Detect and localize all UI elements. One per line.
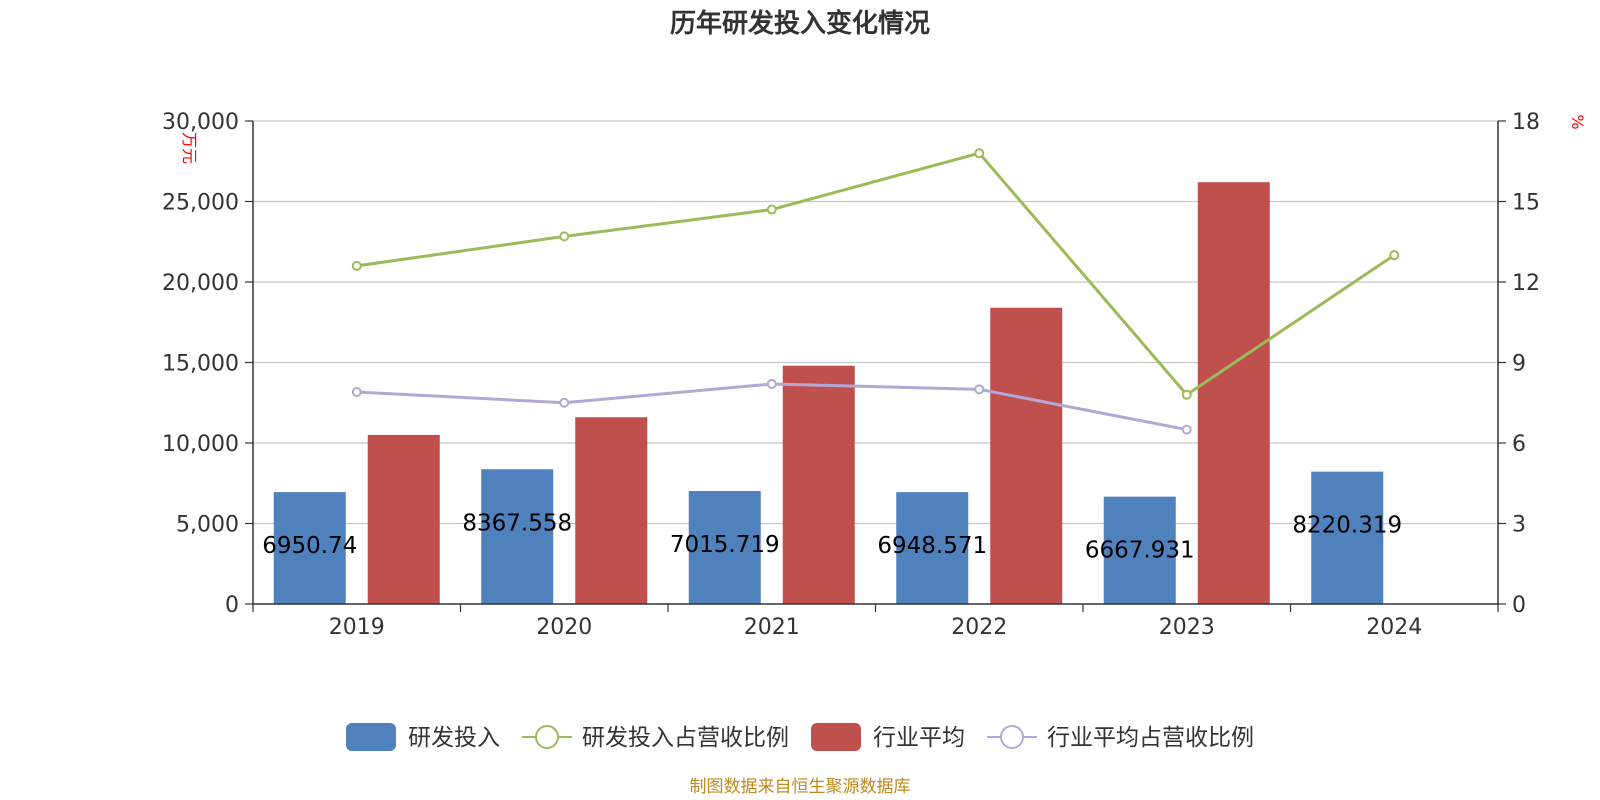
bar-2019 <box>367 434 440 604</box>
line-point <box>1181 389 1192 400</box>
y-right-tick-label: 18 <box>1512 110 1540 135</box>
bar-value-label: 8367.558 <box>462 510 572 536</box>
bar-2022 <box>990 307 1063 604</box>
legend-marker <box>535 725 559 749</box>
left-axis-unit: 万元 <box>180 132 199 164</box>
line-point <box>766 204 777 215</box>
gridlines <box>253 120 1498 525</box>
x-tick-label: 2021 <box>744 615 800 640</box>
lines <box>351 148 1400 435</box>
bar-value-label: 6667.931 <box>1085 538 1195 564</box>
legend-label[interactable]: 研发投入 <box>408 725 500 751</box>
bars <box>273 182 1384 604</box>
line-point <box>351 260 362 271</box>
x-tick-label: 2020 <box>536 615 592 640</box>
y-right-tick-label: 12 <box>1512 271 1540 296</box>
chart-title: 历年研发投入变化情况 <box>670 8 930 39</box>
legend-marker <box>1000 725 1024 749</box>
legend-swatch <box>346 723 396 751</box>
source-footer: 制图数据来自恒生聚源数据库 <box>690 777 911 797</box>
line-point <box>974 148 985 159</box>
data-labels: 6950.74 8367.558 7015.719 6948.571 6667.931 8… <box>262 510 1402 563</box>
x-tick-label: 2022 <box>951 615 1007 640</box>
x-tick-label: 2024 <box>1366 615 1422 640</box>
y-right-tick-label: 15 <box>1512 191 1540 216</box>
bar-2022 <box>896 492 969 604</box>
line-series <box>356 151 1396 397</box>
legend-label[interactable]: 行业平均占营收比例 <box>1047 725 1254 751</box>
y-left-tick-label: 0 <box>225 593 239 618</box>
line-point <box>559 231 570 242</box>
bar-2021 <box>688 491 761 604</box>
bar-2019 <box>273 492 346 604</box>
y-left-tick-label: 5,000 <box>176 513 239 538</box>
bar-2023 <box>1103 496 1176 604</box>
legend-swatch <box>811 723 861 751</box>
bar-2020 <box>481 469 554 604</box>
line-point <box>351 387 362 398</box>
bar-2020 <box>575 417 648 604</box>
y-right-tick-label: 6 <box>1512 432 1526 457</box>
line-point <box>974 384 985 395</box>
line-point <box>1181 424 1192 435</box>
y-left-tick-label: 15,000 <box>162 352 239 377</box>
y-left-tick-label: 10,000 <box>162 432 239 457</box>
bar-2023 <box>1197 182 1270 604</box>
right-axis-unit: % <box>1568 114 1587 129</box>
y-right-tick-label: 0 <box>1512 593 1526 618</box>
x-tick-label: 2019 <box>329 615 385 640</box>
y-left-tick-label: 25,000 <box>162 191 239 216</box>
bar-value-label: 8220.319 <box>1292 513 1402 539</box>
line-point <box>1389 250 1400 261</box>
y-right-tick-label: 3 <box>1512 513 1526 538</box>
line-point <box>766 378 777 389</box>
line-point <box>559 397 570 408</box>
bar-2021 <box>782 365 855 604</box>
bar-value-label: 7015.719 <box>670 532 780 558</box>
bar-value-label: 6948.571 <box>877 533 987 559</box>
x-tick-label: 2023 <box>1159 615 1215 640</box>
axes: 0 0 5,000 3 10,000 6 15,000 9 20,000 12 25,000 15 30… <box>162 110 1540 640</box>
y-left-tick-label: 30,000 <box>162 110 239 135</box>
y-left-tick-label: 20,000 <box>162 271 239 296</box>
legend: 研发投入 研发投入占营收比例 行业平均 行业平均占营收比例 <box>346 723 1254 751</box>
legend-label[interactable]: 行业平均 <box>873 725 965 751</box>
y-right-tick-label: 9 <box>1512 352 1526 377</box>
bar-value-label: 6950.74 <box>262 533 357 559</box>
legend-label[interactable]: 研发投入占营收比例 <box>582 725 789 751</box>
bar-2024 <box>1311 471 1384 604</box>
